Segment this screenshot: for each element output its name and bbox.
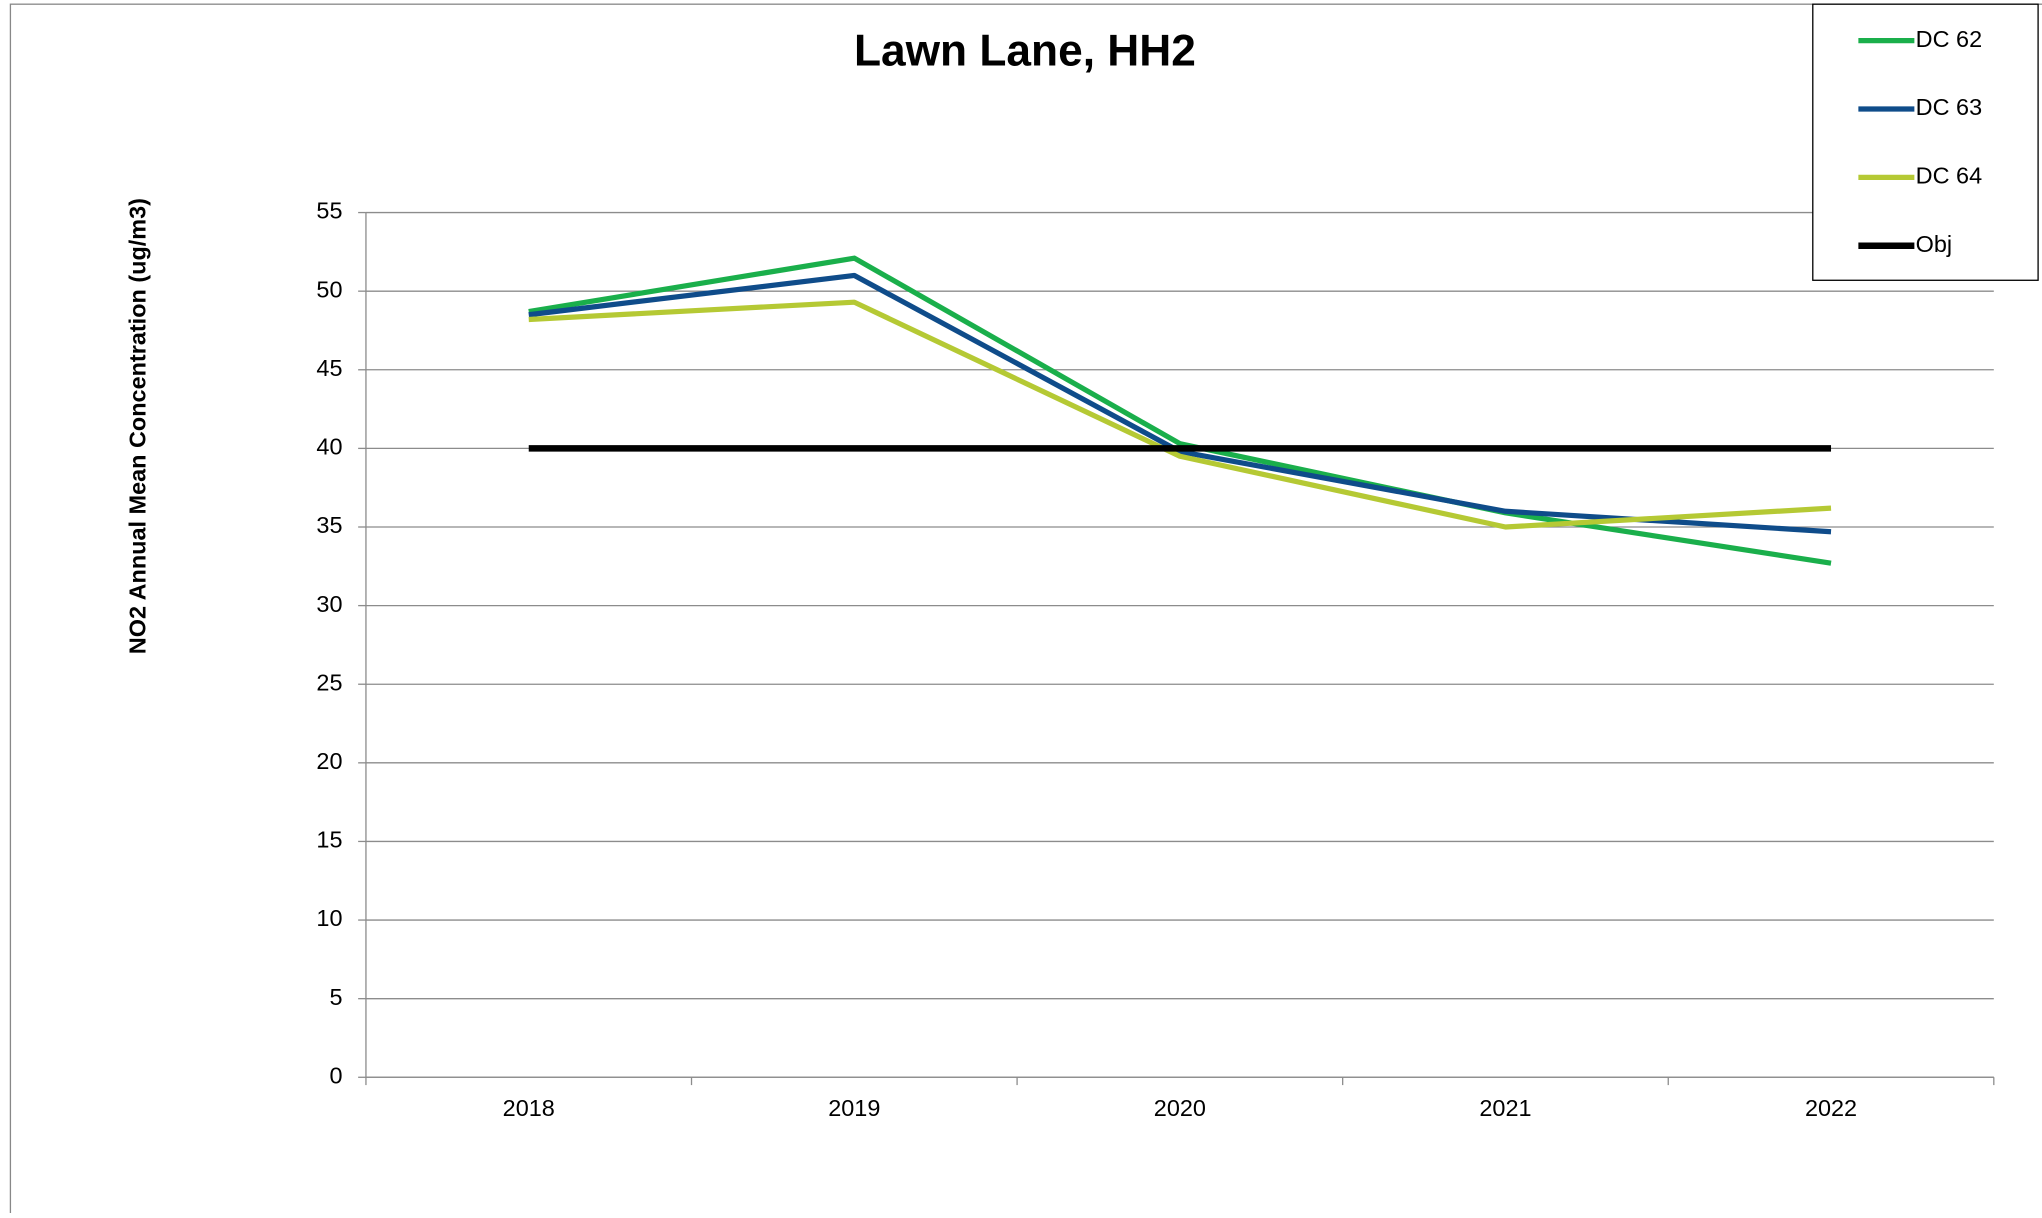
y-tick-label: 45 bbox=[316, 355, 342, 381]
y-tick-label: 50 bbox=[316, 276, 342, 302]
y-tick-label: 35 bbox=[316, 512, 342, 538]
legend-label: DC 62 bbox=[1916, 26, 1982, 52]
series-line bbox=[528, 299, 1832, 530]
chart-title: Lawn Lane, HH2 bbox=[854, 26, 1196, 75]
y-tick-label: 10 bbox=[316, 905, 342, 931]
legend-box bbox=[1812, 3, 2039, 281]
y-tick-label: 25 bbox=[316, 669, 342, 695]
y-tick-label: 30 bbox=[316, 591, 342, 617]
series-line bbox=[528, 255, 1832, 566]
chart-frame bbox=[9, 3, 2042, 1218]
y-tick-label: 20 bbox=[316, 748, 342, 774]
x-tick-label: 2019 bbox=[828, 1095, 880, 1121]
y-tick-label: 15 bbox=[316, 827, 342, 853]
y-tick-label: 55 bbox=[316, 198, 342, 224]
x-tick-label: 2021 bbox=[1479, 1095, 1531, 1121]
y-tick-label: 0 bbox=[329, 1062, 342, 1088]
y-tick-label: 5 bbox=[329, 984, 342, 1010]
y-tick-label: 40 bbox=[316, 434, 342, 460]
x-tick-label: 2018 bbox=[503, 1095, 555, 1121]
legend-label: Obj bbox=[1916, 231, 1952, 257]
y-axis-title: NO2 Annual Mean Concentration (ug/m3) bbox=[125, 198, 151, 654]
x-tick-label: 2020 bbox=[1154, 1095, 1206, 1121]
legend-label: DC 64 bbox=[1916, 163, 1982, 189]
legend-label: DC 63 bbox=[1916, 94, 1982, 120]
x-tick-label: 2022 bbox=[1805, 1095, 1857, 1121]
